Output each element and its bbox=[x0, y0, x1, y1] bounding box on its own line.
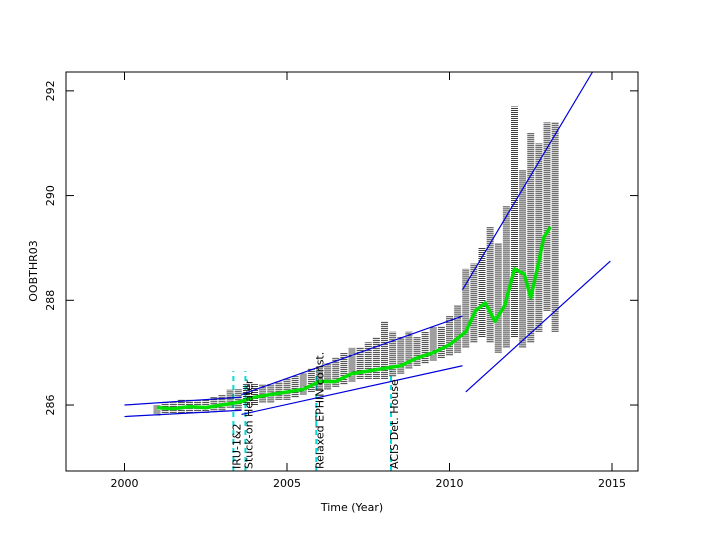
y-axis-label: OOBTHR03 bbox=[27, 240, 40, 302]
envelope-line bbox=[461, 71, 594, 291]
trend-line bbox=[156, 226, 552, 411]
envelope-line bbox=[124, 396, 242, 406]
x-axis-label: Time (Year) bbox=[320, 501, 383, 514]
plot-frame bbox=[65, 71, 639, 472]
envelope-line bbox=[241, 365, 463, 416]
envelope-line bbox=[465, 260, 611, 393]
event-label: Relaxed EPHIN const. bbox=[313, 352, 326, 469]
x-tick-label: 2000 bbox=[111, 477, 139, 490]
envelope-line bbox=[124, 409, 242, 418]
y-tick-label: 290 bbox=[44, 185, 57, 206]
x-tick-label: 2005 bbox=[273, 477, 301, 490]
event-label: IRU-1&2 bbox=[230, 424, 243, 469]
event-label: ACIS Det. House bbox=[388, 379, 401, 469]
x-tick-label: 2010 bbox=[436, 477, 464, 490]
y-tick-label: 288 bbox=[44, 290, 57, 311]
envelope-line bbox=[241, 315, 463, 396]
y-tick-label: 292 bbox=[44, 80, 57, 101]
y-tick-label: 286 bbox=[44, 395, 57, 416]
event-label: Stuck-on Heater bbox=[242, 379, 255, 469]
x-tick-label: 2015 bbox=[598, 477, 626, 490]
